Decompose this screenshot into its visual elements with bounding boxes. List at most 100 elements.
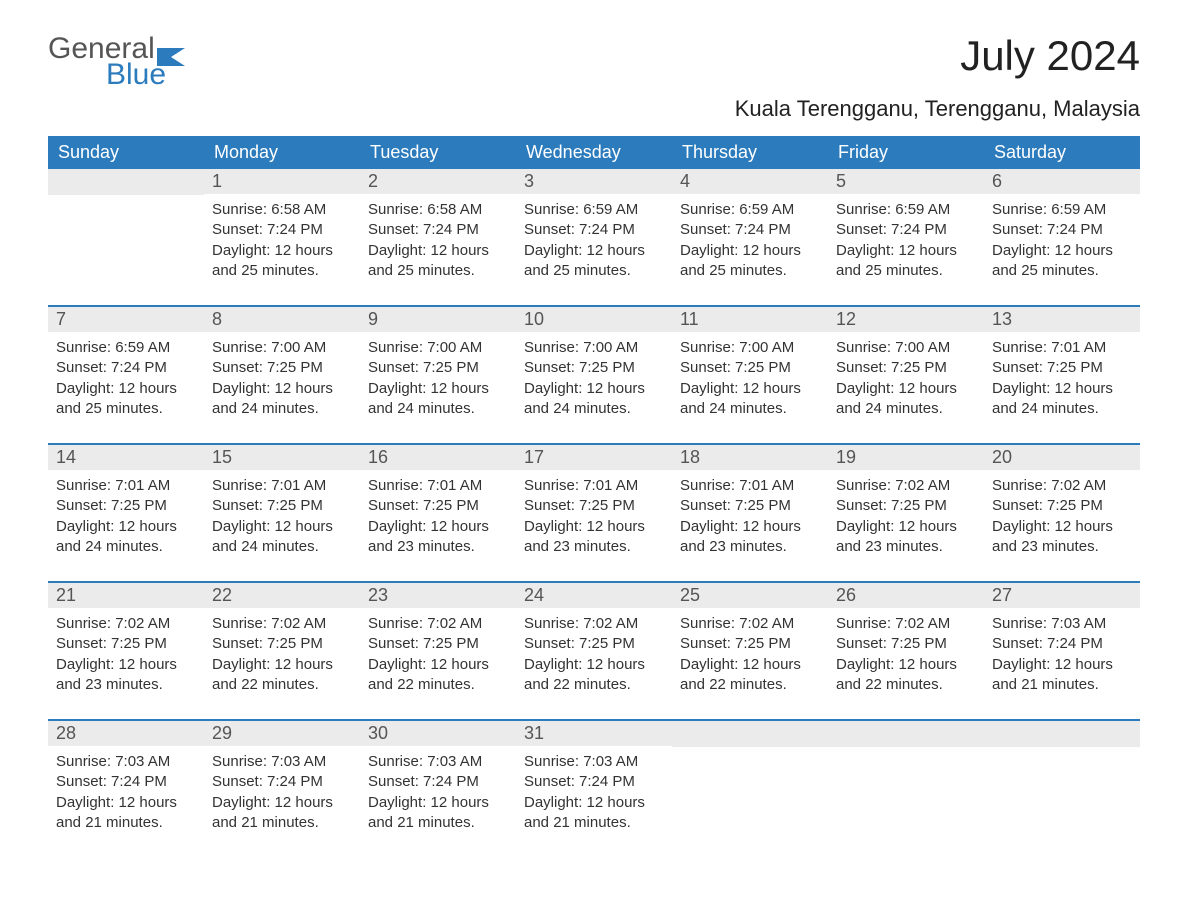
- day-body: Sunrise: 7:00 AMSunset: 7:25 PMDaylight:…: [360, 332, 516, 443]
- calendar-day-cell: 12Sunrise: 7:00 AMSunset: 7:25 PMDayligh…: [828, 306, 984, 444]
- sunset-line: Sunset: 7:25 PM: [212, 634, 352, 654]
- sunrise-line: Sunrise: 7:02 AM: [368, 614, 508, 634]
- header-row: General Blue July 2024: [48, 32, 1140, 92]
- day-body: Sunrise: 7:02 AMSunset: 7:25 PMDaylight:…: [516, 608, 672, 719]
- daylight-line: Daylight: 12 hours and 25 minutes.: [524, 241, 664, 282]
- day-body: Sunrise: 7:01 AMSunset: 7:25 PMDaylight:…: [672, 470, 828, 581]
- sunset-line: Sunset: 7:25 PM: [680, 358, 820, 378]
- calendar-day-cell: 26Sunrise: 7:02 AMSunset: 7:25 PMDayligh…: [828, 582, 984, 720]
- daylight-line: Daylight: 12 hours and 25 minutes.: [680, 241, 820, 282]
- daylight-line: Daylight: 12 hours and 25 minutes.: [56, 379, 196, 420]
- calendar-day-cell: 29Sunrise: 7:03 AMSunset: 7:24 PMDayligh…: [204, 720, 360, 857]
- weekday-header: Friday: [828, 136, 984, 169]
- day-number: 29: [204, 721, 360, 746]
- daylight-line: Daylight: 12 hours and 25 minutes.: [836, 241, 976, 282]
- sunset-line: Sunset: 7:24 PM: [56, 772, 196, 792]
- calendar-day-cell: 16Sunrise: 7:01 AMSunset: 7:25 PMDayligh…: [360, 444, 516, 582]
- daylight-line: Daylight: 12 hours and 22 minutes.: [836, 655, 976, 696]
- daylight-line: Daylight: 12 hours and 24 minutes.: [56, 517, 196, 558]
- calendar-day-cell: 11Sunrise: 7:00 AMSunset: 7:25 PMDayligh…: [672, 306, 828, 444]
- sunrise-line: Sunrise: 7:00 AM: [212, 338, 352, 358]
- sunrise-line: Sunrise: 7:03 AM: [368, 752, 508, 772]
- day-body: [48, 195, 204, 305]
- calendar-day-cell: 14Sunrise: 7:01 AMSunset: 7:25 PMDayligh…: [48, 444, 204, 582]
- day-number: 17: [516, 445, 672, 470]
- sunrise-line: Sunrise: 6:59 AM: [992, 200, 1132, 220]
- day-number: [984, 721, 1140, 747]
- sunset-line: Sunset: 7:24 PM: [368, 220, 508, 240]
- sunset-line: Sunset: 7:25 PM: [680, 496, 820, 516]
- day-body: [672, 747, 828, 857]
- day-body: Sunrise: 7:02 AMSunset: 7:25 PMDaylight:…: [984, 470, 1140, 581]
- sunrise-line: Sunrise: 7:03 AM: [524, 752, 664, 772]
- weekday-header: Saturday: [984, 136, 1140, 169]
- sunset-line: Sunset: 7:25 PM: [680, 634, 820, 654]
- daylight-line: Daylight: 12 hours and 22 minutes.: [368, 655, 508, 696]
- day-body: Sunrise: 7:01 AMSunset: 7:25 PMDaylight:…: [204, 470, 360, 581]
- sunset-line: Sunset: 7:25 PM: [836, 634, 976, 654]
- day-body: Sunrise: 7:02 AMSunset: 7:25 PMDaylight:…: [828, 470, 984, 581]
- day-body: Sunrise: 7:01 AMSunset: 7:25 PMDaylight:…: [984, 332, 1140, 443]
- sunset-line: Sunset: 7:24 PM: [836, 220, 976, 240]
- sunset-line: Sunset: 7:24 PM: [368, 772, 508, 792]
- sunset-line: Sunset: 7:25 PM: [836, 358, 976, 378]
- daylight-line: Daylight: 12 hours and 23 minutes.: [368, 517, 508, 558]
- sunrise-line: Sunrise: 7:01 AM: [368, 476, 508, 496]
- sunrise-line: Sunrise: 7:02 AM: [992, 476, 1132, 496]
- day-number: 24: [516, 583, 672, 608]
- day-number: 26: [828, 583, 984, 608]
- day-number: 13: [984, 307, 1140, 332]
- sunset-line: Sunset: 7:25 PM: [368, 634, 508, 654]
- sunset-line: Sunset: 7:25 PM: [368, 496, 508, 516]
- sunset-line: Sunset: 7:24 PM: [992, 220, 1132, 240]
- sunset-line: Sunset: 7:25 PM: [56, 496, 196, 516]
- calendar-day-cell: 15Sunrise: 7:01 AMSunset: 7:25 PMDayligh…: [204, 444, 360, 582]
- sunrise-line: Sunrise: 7:02 AM: [212, 614, 352, 634]
- calendar-day-cell: 27Sunrise: 7:03 AMSunset: 7:24 PMDayligh…: [984, 582, 1140, 720]
- day-body: Sunrise: 6:59 AMSunset: 7:24 PMDaylight:…: [672, 194, 828, 305]
- sunrise-line: Sunrise: 7:03 AM: [56, 752, 196, 772]
- day-number: 4: [672, 169, 828, 194]
- location-label: Kuala Terengganu, Terengganu, Malaysia: [48, 96, 1140, 122]
- daylight-line: Daylight: 12 hours and 24 minutes.: [992, 379, 1132, 420]
- day-body: Sunrise: 6:59 AMSunset: 7:24 PMDaylight:…: [48, 332, 204, 443]
- sunrise-line: Sunrise: 7:01 AM: [56, 476, 196, 496]
- daylight-line: Daylight: 12 hours and 21 minutes.: [992, 655, 1132, 696]
- calendar-day-cell: 30Sunrise: 7:03 AMSunset: 7:24 PMDayligh…: [360, 720, 516, 857]
- sunset-line: Sunset: 7:25 PM: [524, 634, 664, 654]
- daylight-line: Daylight: 12 hours and 25 minutes.: [368, 241, 508, 282]
- calendar-day-cell: 17Sunrise: 7:01 AMSunset: 7:25 PMDayligh…: [516, 444, 672, 582]
- daylight-line: Daylight: 12 hours and 23 minutes.: [992, 517, 1132, 558]
- weekday-header: Tuesday: [360, 136, 516, 169]
- logo-text-blue: Blue: [106, 58, 166, 92]
- day-body: Sunrise: 7:02 AMSunset: 7:25 PMDaylight:…: [204, 608, 360, 719]
- logo: General Blue: [48, 32, 191, 92]
- day-body: [828, 747, 984, 857]
- sunrise-line: Sunrise: 7:00 AM: [680, 338, 820, 358]
- day-body: Sunrise: 6:59 AMSunset: 7:24 PMDaylight:…: [828, 194, 984, 305]
- calendar-week-row: 1Sunrise: 6:58 AMSunset: 7:24 PMDaylight…: [48, 169, 1140, 306]
- sunrise-line: Sunrise: 7:02 AM: [524, 614, 664, 634]
- sunrise-line: Sunrise: 6:58 AM: [212, 200, 352, 220]
- day-number: 3: [516, 169, 672, 194]
- sunset-line: Sunset: 7:25 PM: [524, 358, 664, 378]
- day-body: Sunrise: 7:02 AMSunset: 7:25 PMDaylight:…: [828, 608, 984, 719]
- sunrise-line: Sunrise: 7:00 AM: [836, 338, 976, 358]
- day-number: 18: [672, 445, 828, 470]
- sunrise-line: Sunrise: 6:58 AM: [368, 200, 508, 220]
- calendar-table: Sunday Monday Tuesday Wednesday Thursday…: [48, 136, 1140, 857]
- daylight-line: Daylight: 12 hours and 24 minutes.: [680, 379, 820, 420]
- calendar-week-row: 21Sunrise: 7:02 AMSunset: 7:25 PMDayligh…: [48, 582, 1140, 720]
- sunset-line: Sunset: 7:24 PM: [212, 220, 352, 240]
- calendar-day-cell: 23Sunrise: 7:02 AMSunset: 7:25 PMDayligh…: [360, 582, 516, 720]
- day-number: 28: [48, 721, 204, 746]
- weekday-header-row: Sunday Monday Tuesday Wednesday Thursday…: [48, 136, 1140, 169]
- calendar-day-cell: 8Sunrise: 7:00 AMSunset: 7:25 PMDaylight…: [204, 306, 360, 444]
- sunset-line: Sunset: 7:24 PM: [992, 634, 1132, 654]
- weekday-header: Wednesday: [516, 136, 672, 169]
- weekday-header: Monday: [204, 136, 360, 169]
- day-body: Sunrise: 7:03 AMSunset: 7:24 PMDaylight:…: [984, 608, 1140, 719]
- sunset-line: Sunset: 7:25 PM: [212, 358, 352, 378]
- day-number: 20: [984, 445, 1140, 470]
- sunset-line: Sunset: 7:24 PM: [212, 772, 352, 792]
